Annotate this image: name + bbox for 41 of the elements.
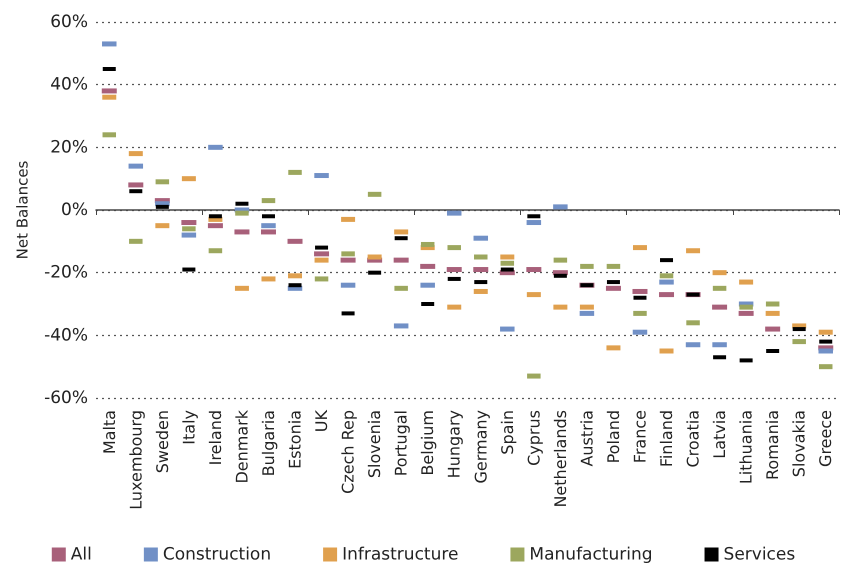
x-tick-label: Bulgaria: [258, 410, 278, 476]
x-tick-label: Czech Rep: [338, 410, 358, 494]
x-tick-label: Lithuania: [736, 410, 756, 484]
y-tick-label: 20%: [50, 137, 88, 158]
x-tick-label: Ireland: [206, 410, 225, 466]
x-tick-label: Finland: [657, 410, 676, 468]
x-tick-label: Netherlands: [550, 410, 570, 508]
legend-label: Manufacturing: [529, 544, 653, 564]
y-tick-label: 60%: [50, 12, 88, 32]
x-tick-label: UK: [312, 409, 332, 432]
x-tick-label: Greece: [816, 410, 836, 467]
x-tick-label: Slovakia: [790, 410, 809, 478]
y-axis-title: Net Balances: [14, 160, 32, 260]
x-tick-label: Denmark: [232, 409, 252, 484]
x-tick-label: Sweden: [152, 410, 172, 474]
y-tick-label: -20%: [44, 262, 88, 283]
legend-label: Construction: [162, 544, 272, 564]
legend-label: Infrastructure: [342, 544, 458, 564]
x-tick-label: Luxembourg: [126, 410, 146, 510]
x-tick-label: Portugal: [392, 410, 411, 476]
x-tick-label: Germany: [471, 410, 490, 484]
y-tick-label: -60%: [44, 388, 88, 408]
x-tick-label: Malta: [100, 410, 119, 454]
x-tick-label: Poland: [604, 410, 623, 464]
x-tick-label: Romania: [763, 410, 782, 480]
x-tick-label: Italy: [179, 410, 198, 445]
legend-label: All: [70, 544, 92, 564]
x-tick-label: Croatia: [684, 410, 703, 468]
y-tick-label: -40%: [44, 325, 88, 346]
x-tick-label: Spain: [498, 410, 517, 455]
x-tick-label: Estonia: [286, 410, 305, 469]
x-tick-label: Latvia: [710, 410, 730, 459]
y-tick-label: 0%: [61, 200, 88, 220]
x-tick-label: Slovenia: [365, 410, 384, 478]
x-tick-label: France: [630, 410, 650, 464]
x-tick-label: Hungary: [444, 410, 464, 478]
x-tick-label: Cyprus: [524, 410, 544, 466]
x-tick-label: Austria: [577, 410, 596, 467]
x-tick-label: Belgium: [418, 410, 438, 476]
legend-label: Services: [724, 544, 796, 564]
y-tick-label: 40%: [50, 74, 88, 95]
